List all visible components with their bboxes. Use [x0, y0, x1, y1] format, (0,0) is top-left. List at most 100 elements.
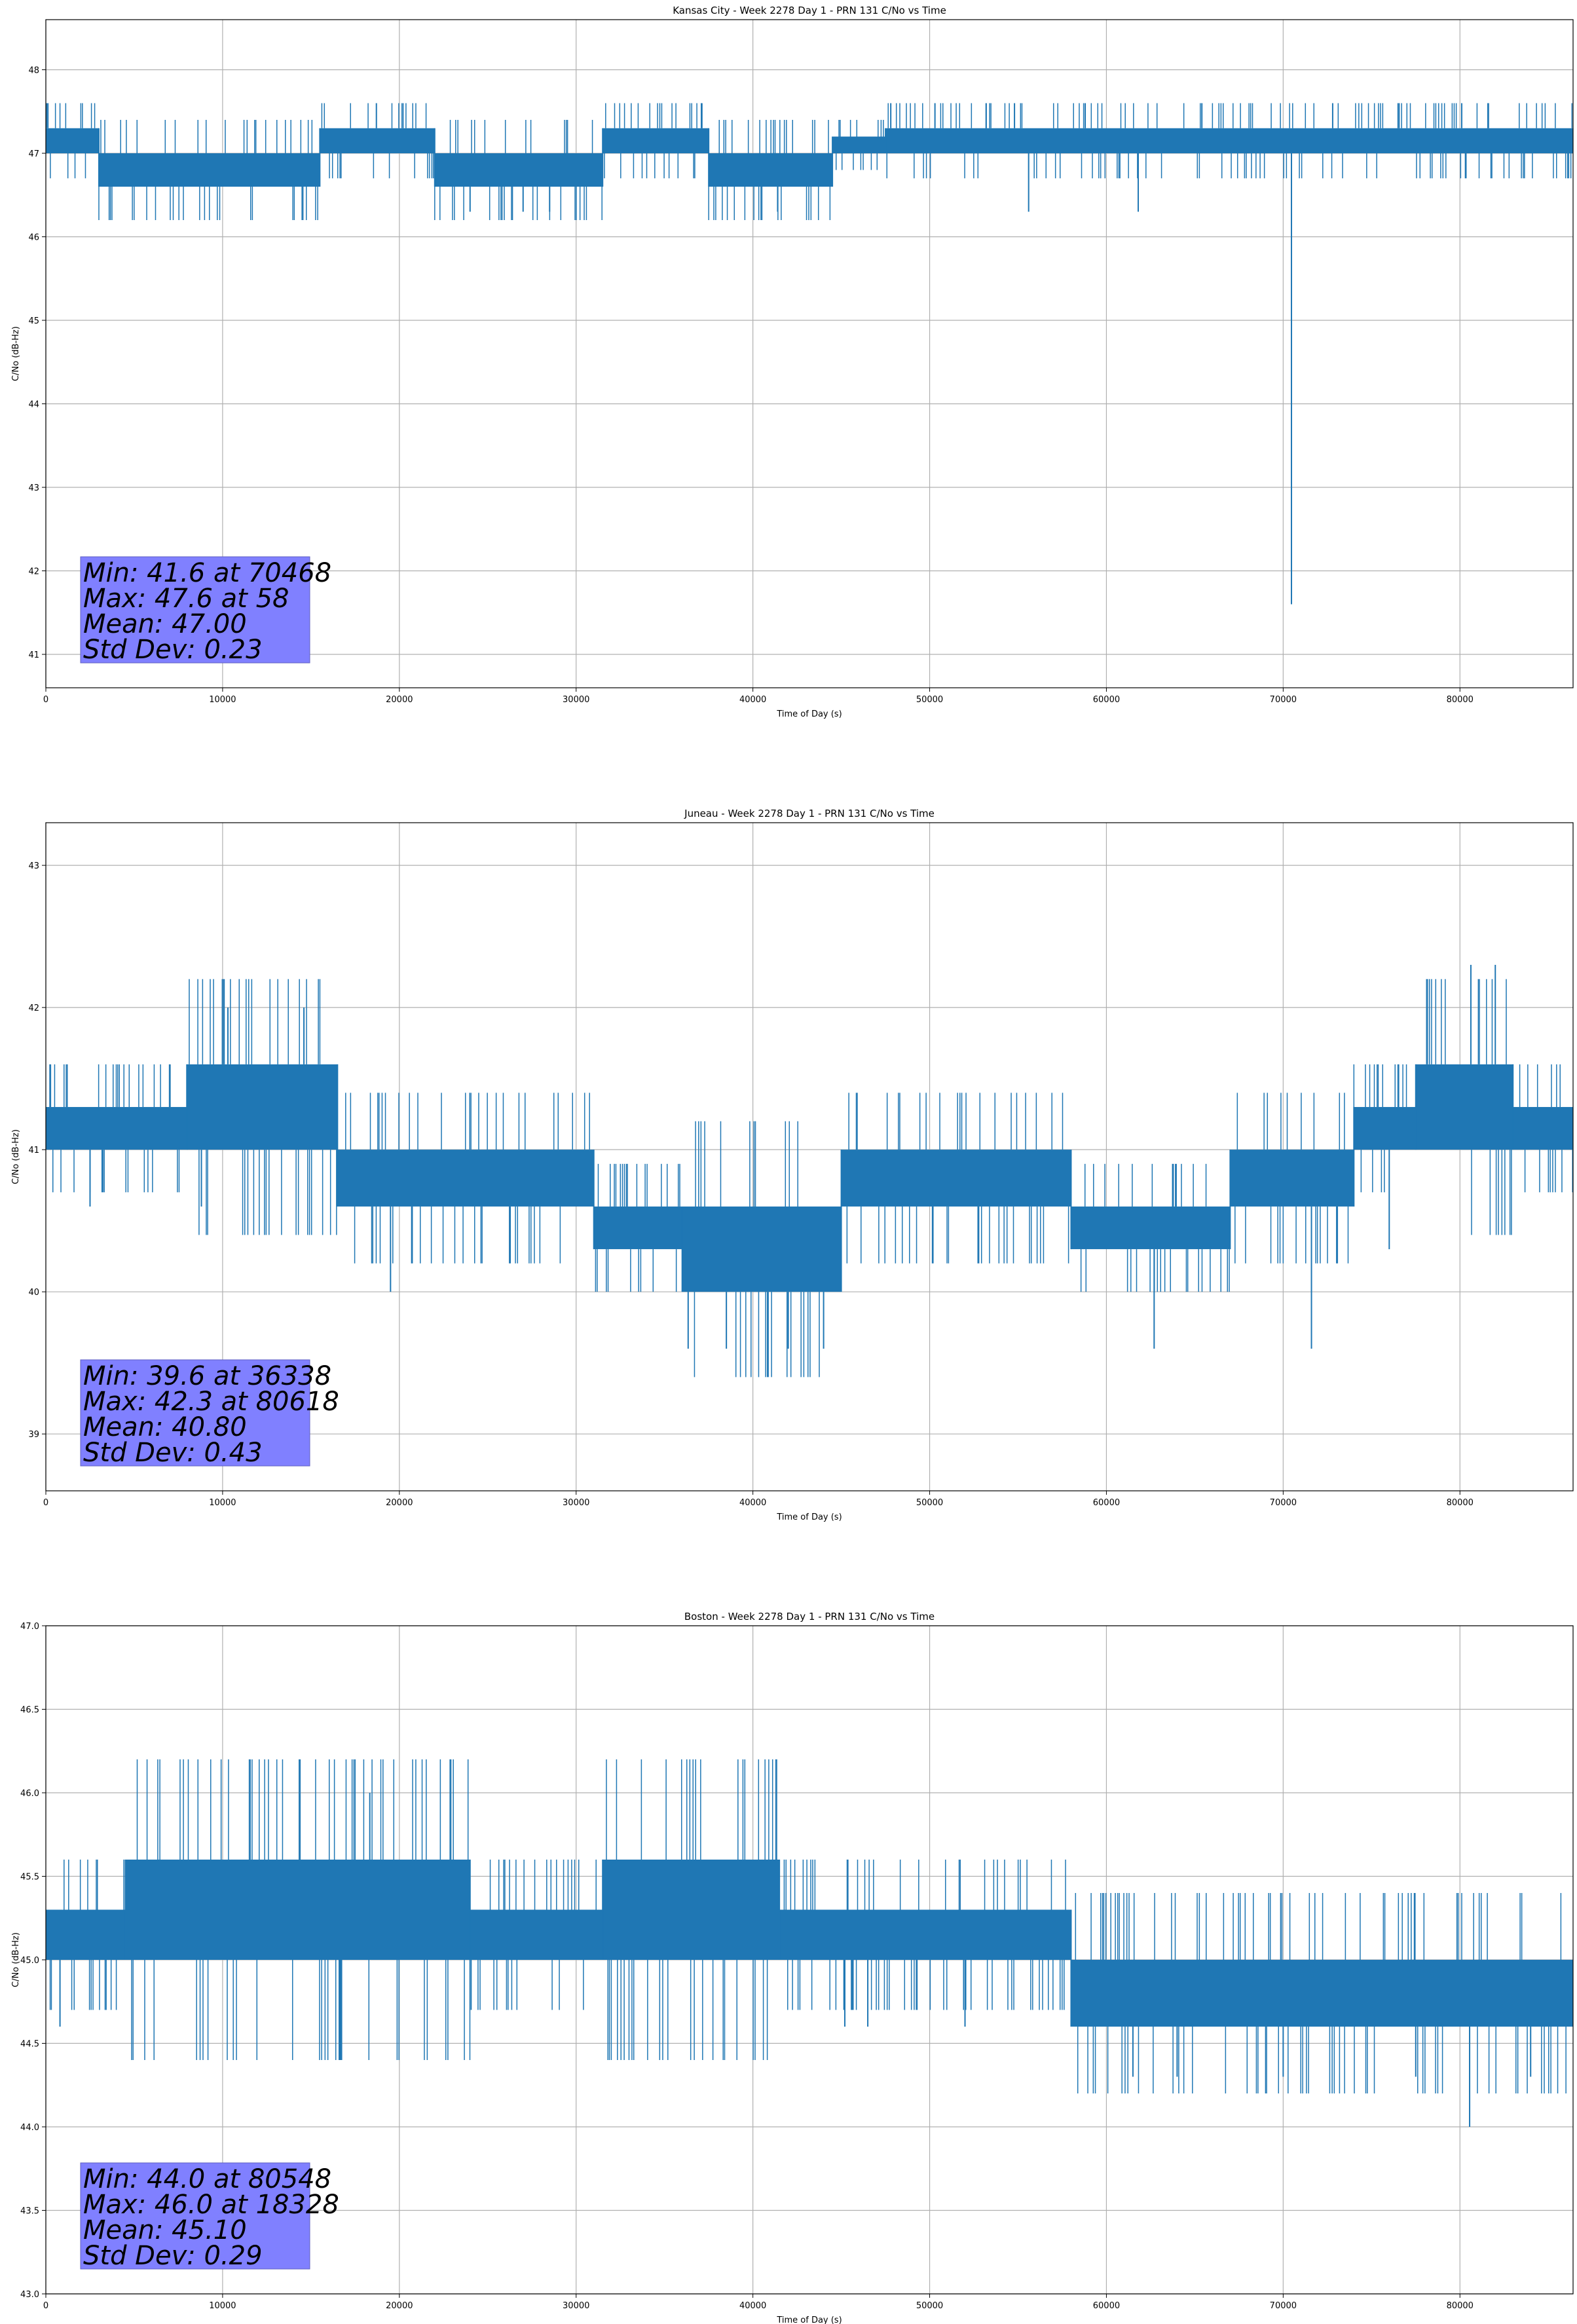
series-band [779, 1909, 1071, 1960]
x-tick-label: 40000 [739, 695, 766, 705]
chart-1: Kansas City - Week 2278 Day 1 - PRN 131 … [11, 5, 1574, 719]
chart-2: Juneau - Week 2278 Day 1 - PRN 131 C/No … [11, 808, 1574, 1522]
series-line [46, 965, 1574, 1378]
series-band [1354, 1107, 1416, 1150]
stats-line: Std Dev: 0.29 [83, 2241, 263, 2271]
stats-line: Mean: 47.00 [83, 609, 247, 639]
stats-line: Max: 42.3 at 80618 [83, 1387, 339, 1417]
series-line [46, 1759, 1573, 2127]
x-tick-label: 30000 [563, 2301, 589, 2311]
series-band [46, 1909, 126, 1960]
y-tick-label: 46.0 [20, 1789, 39, 1799]
x-tick-label: 40000 [739, 1498, 766, 1508]
stats-line: Std Dev: 0.43 [83, 1438, 263, 1468]
x-tick-label: 50000 [916, 695, 943, 705]
x-axis-label: Time of Day (s) [776, 2315, 842, 2324]
y-axis-label: C/No (dB-Hz) [11, 326, 21, 381]
x-tick-label: 80000 [1447, 695, 1474, 705]
series-band [593, 1206, 682, 1250]
x-axis-label: Time of Day (s) [776, 1512, 842, 1522]
series-band [98, 153, 320, 187]
x-tick-label: 80000 [1447, 2301, 1474, 2311]
y-tick-label: 44 [28, 400, 39, 410]
plot-frame [45, 19, 1574, 688]
x-tick-label: 0 [43, 1498, 48, 1508]
series-band [125, 1860, 470, 1960]
y-tick-label: 47.0 [20, 1622, 39, 1632]
stats-line: Std Dev: 0.23 [83, 635, 263, 665]
y-tick-label: 42 [28, 567, 39, 577]
stats-line: Mean: 45.10 [83, 2215, 247, 2245]
series-band [885, 128, 1573, 153]
x-tick-label: 80000 [1447, 1498, 1474, 1508]
y-tick-label: 47 [28, 149, 39, 159]
y-tick-label: 43.5 [20, 2207, 39, 2217]
x-axis-label: Time of Day (s) [776, 709, 842, 719]
y-tick-label: 41 [28, 650, 39, 660]
chart-title: Juneau - Week 2278 Day 1 - PRN 131 C/No … [684, 808, 935, 819]
x-tick-label: 0 [43, 2301, 48, 2311]
y-tick-label: 43 [28, 483, 39, 493]
x-tick-label: 30000 [563, 1498, 589, 1508]
plot-frame [45, 822, 1574, 1491]
stats-box [80, 556, 310, 664]
series-band [832, 136, 886, 153]
y-tick-label: 39 [28, 1430, 39, 1440]
y-tick-label: 46.5 [20, 1706, 39, 1715]
chart-title: Boston - Week 2278 Day 1 - PRN 131 C/No … [684, 1611, 935, 1622]
x-tick-label: 70000 [1270, 1498, 1297, 1508]
x-tick-label: 60000 [1093, 695, 1120, 705]
stats-box [80, 1359, 310, 1467]
y-tick-label: 41 [28, 1146, 39, 1155]
series-band [434, 153, 603, 187]
series-band [46, 1107, 187, 1150]
x-tick-label: 20000 [386, 2301, 413, 2311]
stats-line: Min: 39.6 at 36338 [83, 1361, 331, 1391]
y-tick-label: 46 [28, 233, 39, 243]
series-band [1415, 1064, 1513, 1150]
chart-3: Boston - Week 2278 Day 1 - PRN 131 C/No … [11, 1611, 1574, 2324]
x-tick-label: 50000 [916, 2301, 943, 2311]
x-tick-label: 20000 [386, 1498, 413, 1508]
series-band [709, 153, 833, 187]
stats-line: Max: 46.0 at 18328 [83, 2190, 339, 2220]
y-tick-label: 45.0 [20, 1956, 39, 1966]
series-band [337, 1150, 594, 1207]
y-tick-label: 42 [28, 1003, 39, 1013]
stats-line: Max: 47.6 at 58 [83, 584, 289, 614]
x-tick-label: 0 [43, 695, 48, 705]
series-band [682, 1206, 842, 1292]
y-axis-label: C/No (dB-Hz) [11, 1129, 21, 1184]
x-tick-label: 30000 [563, 695, 589, 705]
stats-line: Min: 44.0 at 80548 [83, 2164, 331, 2194]
series-band [46, 128, 99, 153]
x-tick-label: 10000 [209, 1498, 236, 1508]
stats-line: Mean: 40.80 [83, 1412, 247, 1442]
series-band [187, 1064, 338, 1150]
y-tick-label: 40 [28, 1288, 39, 1298]
series-band [1513, 1107, 1573, 1150]
x-tick-label: 20000 [386, 695, 413, 705]
x-tick-label: 40000 [739, 2301, 766, 2311]
series-band [1071, 1960, 1573, 2027]
stats-line: Min: 41.6 at 70468 [83, 558, 331, 588]
series-band [1230, 1150, 1354, 1207]
x-tick-label: 70000 [1270, 695, 1297, 705]
y-tick-label: 45.5 [20, 1873, 39, 1883]
series-band [470, 1909, 603, 1960]
y-tick-label: 44.0 [20, 2123, 39, 2133]
series-band [603, 1860, 780, 1960]
y-tick-label: 48 [28, 66, 39, 76]
y-tick-label: 43.0 [20, 2290, 39, 2300]
series-line [46, 103, 1573, 605]
y-tick-label: 45 [28, 316, 39, 326]
x-tick-label: 10000 [209, 695, 236, 705]
y-tick-label: 43 [28, 861, 39, 871]
y-tick-label: 44.5 [20, 2040, 39, 2050]
series-band [320, 128, 435, 153]
x-tick-label: 10000 [209, 2301, 236, 2311]
x-tick-label: 50000 [916, 1498, 943, 1508]
x-tick-label: 60000 [1093, 1498, 1120, 1508]
stats-box [80, 2162, 310, 2270]
